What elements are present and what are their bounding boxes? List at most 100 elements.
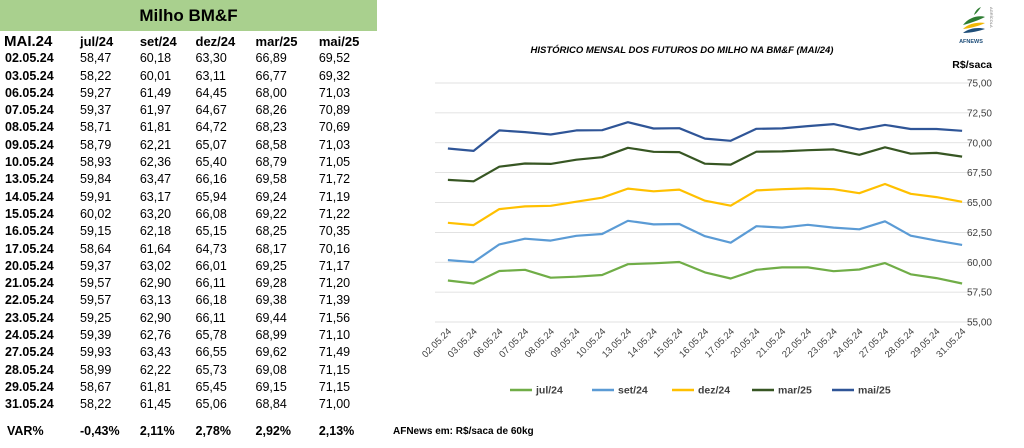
price-cell: 71,15 [318,362,351,377]
afnews-logo: AFNEWS AGRÍCOLA [959,7,994,45]
price-cell: 66,77 [255,68,287,83]
table-row: 13.05.24 59,84 63,47 66,16 69,58 71,72 [0,171,380,188]
table-row: 08.05.24 58,71 61,81 64,72 68,23 70,69 [0,119,380,136]
price-cell: 61,81 [139,120,172,135]
price-cell: 70,69 [318,120,351,135]
table-row: 10.05.24 58,93 62,36 65,40 68,79 71,05 [0,154,380,171]
price-cell: 69,32 [318,68,351,83]
price-cell: 59,91 [80,189,112,204]
price-cell: 62,90 [139,310,172,325]
table-row: 07.05.24 59,37 61,97 64,67 68,26 70,89 [0,102,380,119]
y-tick-label: 57,50 [967,288,992,299]
price-cell: 59,37 [80,103,112,118]
logo-side-text: AGRÍCOLA [989,7,994,28]
price-cell: 69,38 [255,293,287,308]
price-cell: 66,11 [195,276,226,291]
row-date: 16.05.24 [5,224,54,239]
row-date: 03.05.24 [5,68,54,83]
price-cell: 71,03 [318,85,351,100]
table-row: 17.05.24 58,64 61,64 64,73 68,17 70,16 [0,241,380,258]
price-cell: 63,30 [195,51,227,66]
price-cell: 71,15 [318,379,351,394]
price-cell: 68,26 [255,103,287,118]
price-cell: 71,49 [318,345,351,360]
table-row: 15.05.24 60,02 63,20 66,08 69,22 71,22 [0,206,380,223]
row-date: 27.05.24 [5,345,54,360]
variation-row: VAR% -0,43% 2,11% 2,78% 2,92% 2,13% [0,414,380,448]
price-cell: 64,67 [195,103,227,118]
price-cell: 69,28 [255,276,287,291]
y-tick-label: 60,00 [967,258,992,269]
column-header: mar/25 [255,34,298,49]
y-axis-label: R$/saca [952,59,992,71]
table-row: 22.05.24 59,57 63,13 66,18 69,38 71,39 [0,292,380,309]
row-date: 06.05.24 [5,85,54,100]
row-date: 20.05.24 [5,258,54,273]
price-cell: 65,15 [195,224,227,239]
variation-value: 2,78% [195,423,231,438]
table-row: 24.05.24 59,39 62,76 65,78 68,99 71,10 [0,327,380,344]
table-row: 29.05.24 58,67 61,81 65,45 69,15 71,15 [0,379,380,396]
price-cell: 68,23 [255,120,287,135]
price-cell: 66,55 [195,345,227,360]
price-cell: 60,02 [80,206,112,221]
price-cell: 71,22 [318,206,351,221]
price-cell: 62,90 [139,276,172,291]
column-header: dez/24 [195,34,236,49]
price-cell: 61,64 [139,241,172,256]
price-cell: 58,93 [80,155,112,170]
price-cell: 63,02 [139,258,172,273]
price-cell: 68,17 [255,241,287,256]
price-cell: 70,35 [318,224,351,239]
grid-lines [435,82,975,323]
price-cell: 64,45 [195,85,227,100]
y-tick-label: 72,50 [967,108,992,119]
row-date: 22.05.24 [5,293,54,308]
row-date: 28.05.24 [5,362,54,377]
price-cell: 65,78 [195,328,227,343]
row-date: 14.05.24 [5,189,54,204]
price-cell: 71,17 [318,258,351,273]
price-cell: 63,20 [139,206,172,221]
price-cell: 58,47 [80,51,112,66]
price-cell: 62,18 [139,224,172,239]
legend-label: jul/24 [535,385,563,397]
price-cell: 69,22 [255,206,287,221]
price-cell: 68,58 [255,137,287,152]
table-row: 06.05.24 59,27 61,49 64,45 68,00 71,03 [0,85,380,102]
price-cell: 61,81 [139,379,172,394]
table-row: 20.05.24 59,37 63,02 66,01 69,25 71,17 [0,258,380,275]
price-cell: 71,00 [318,397,351,412]
price-cell: 63,11 [195,68,226,83]
price-cell: 65,06 [195,397,227,412]
y-tick-label: 75,00 [967,79,992,90]
table-header-month: MAI.24 [4,33,53,50]
y-tick-label: 70,00 [967,138,992,149]
price-cell: 63,47 [139,172,172,187]
price-cell: 61,49 [139,85,172,100]
price-cell: 58,79 [80,137,112,152]
price-cell: 71,72 [318,172,351,187]
table-row: 27.05.24 59,93 63,43 66,55 69,62 71,49 [0,344,380,361]
price-cell: 69,08 [255,362,287,377]
price-cell: 71,03 [318,137,351,152]
price-cell: 59,39 [80,328,112,343]
row-date: 24.05.24 [5,328,54,343]
series-line-jul-24 [447,260,963,285]
price-cell: 62,76 [139,328,172,343]
price-cell: 66,11 [195,310,226,325]
logo-text: AFNEWS [959,39,983,45]
table-body: 02.05.24 58,47 60,18 63,30 66,89 69,52 03.05.2… [0,50,380,413]
price-cell: 59,57 [80,293,112,308]
price-cell: 59,25 [80,310,112,325]
price-cell: 71,39 [318,293,351,308]
table-row: 28.05.24 58,99 62,22 65,73 69,08 71,15 [0,362,380,379]
price-cell: 66,18 [195,293,227,308]
price-cell: 58,71 [80,120,112,135]
price-cell: 63,17 [139,189,172,204]
price-cell: 62,22 [139,362,172,377]
table-row: 03.05.24 58,22 60,01 63,11 66,77 69,32 [0,68,380,85]
price-cell: 65,94 [195,189,227,204]
price-cell: 60,18 [139,51,172,66]
table-row: 21.05.24 59,57 62,90 66,11 69,28 71,20 [0,275,380,292]
